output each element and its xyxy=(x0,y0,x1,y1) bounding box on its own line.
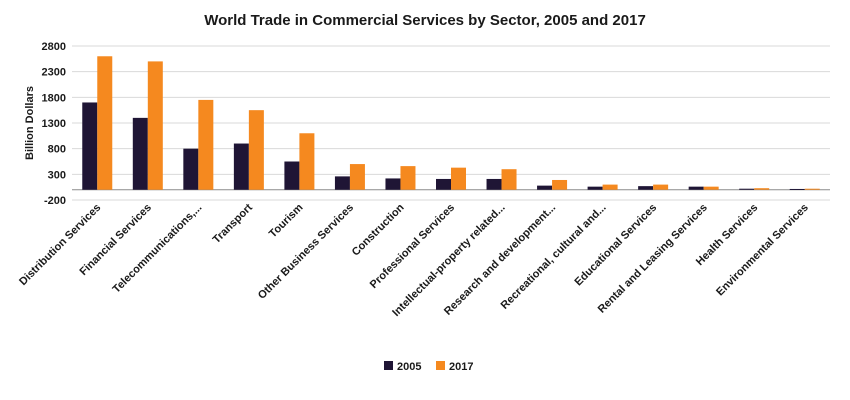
bar-2017-9 xyxy=(552,179,568,190)
x-category-label: Transport xyxy=(211,201,256,246)
x-category-label: Recreational, cultural and... xyxy=(499,202,609,312)
bar-2005-2 xyxy=(183,148,199,190)
bar-2005-3 xyxy=(233,143,249,190)
y-tick-label: -200 xyxy=(44,195,66,207)
bar-2005-12 xyxy=(688,186,704,190)
bar-2005-6 xyxy=(385,178,401,190)
legend: 2005 2017 xyxy=(384,361,473,373)
bar-2005-7 xyxy=(436,178,451,190)
bar-2017-12 xyxy=(703,186,719,190)
bar-2017-5 xyxy=(349,164,365,190)
x-category-label: Construction xyxy=(350,201,407,258)
bar-2005-8 xyxy=(486,178,502,190)
x-category-label: Environmental Services xyxy=(714,202,811,299)
bar-2005-5 xyxy=(334,176,350,190)
bar-2017-10 xyxy=(602,184,618,190)
bar-2017-7 xyxy=(451,167,466,190)
x-category-label: Distribution Services xyxy=(17,202,103,288)
bar-2017-0 xyxy=(97,56,113,190)
bar-2005-14 xyxy=(789,188,805,190)
chart-title: World Trade in Commercial Services by Se… xyxy=(204,12,646,29)
x-category-label: Research and development... xyxy=(442,202,558,318)
y-tick-label: 2300 xyxy=(42,67,66,79)
y-tick-label: 2800 xyxy=(42,41,66,53)
bar-2017-2 xyxy=(198,99,214,190)
y-axis-label: Billion Dollars xyxy=(24,86,36,160)
bar-2005-4 xyxy=(284,161,300,190)
bars xyxy=(82,56,820,190)
bar-2005-1 xyxy=(132,117,148,190)
bar-2017-13 xyxy=(754,188,770,190)
x-category-label: Other Business Services xyxy=(256,202,356,302)
bar-2017-11 xyxy=(653,184,669,190)
bar-2005-10 xyxy=(587,186,603,190)
bar-2017-14 xyxy=(804,188,820,190)
x-category-label: Telecommunications,... xyxy=(111,202,205,296)
legend-swatch-2017 xyxy=(436,361,445,370)
legend-label: 2005 xyxy=(397,361,421,373)
bar-2017-6 xyxy=(400,166,416,190)
legend-swatch-2005 xyxy=(384,361,393,370)
bar-2017-3 xyxy=(248,110,264,190)
y-tick-label: 1800 xyxy=(42,92,66,104)
bar-2005-0 xyxy=(82,102,98,190)
bar-2017-1 xyxy=(147,61,163,190)
x-category-label: Educational Services xyxy=(573,202,660,289)
y-tick-label: 800 xyxy=(48,144,66,156)
bar-2005-13 xyxy=(739,188,755,190)
x-category-label: Tourism xyxy=(267,201,306,240)
bar-2005-11 xyxy=(638,186,654,190)
y-axis-ticks: -200 300 800 1300 1800 2300 2800 xyxy=(42,41,66,207)
x-category-label: Professional Services xyxy=(368,202,457,291)
legend-label: 2017 xyxy=(449,361,473,373)
x-category-label: Rental and Leasing Services xyxy=(596,202,710,316)
y-tick-label: 1300 xyxy=(42,118,66,130)
bar-2005-9 xyxy=(537,185,553,190)
y-tick-label: 300 xyxy=(48,169,66,181)
bar-2017-8 xyxy=(501,169,517,190)
bar-2017-4 xyxy=(299,133,315,190)
